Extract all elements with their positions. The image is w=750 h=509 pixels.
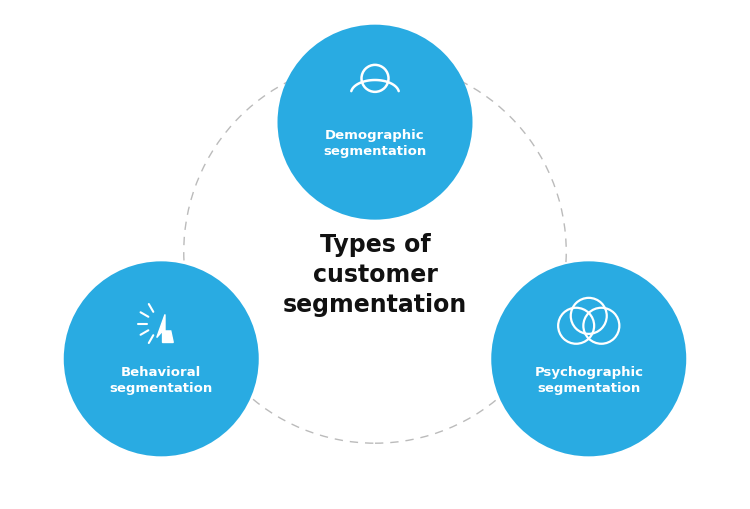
Ellipse shape (64, 261, 259, 457)
Polygon shape (157, 315, 173, 343)
Ellipse shape (278, 24, 472, 220)
Text: Types of
customer
segmentation: Types of customer segmentation (283, 233, 467, 317)
Text: Behavioral
segmentation: Behavioral segmentation (110, 365, 213, 395)
Text: Psychographic
segmentation: Psychographic segmentation (534, 365, 644, 395)
Ellipse shape (491, 261, 686, 457)
Text: Demographic
segmentation: Demographic segmentation (323, 129, 427, 158)
